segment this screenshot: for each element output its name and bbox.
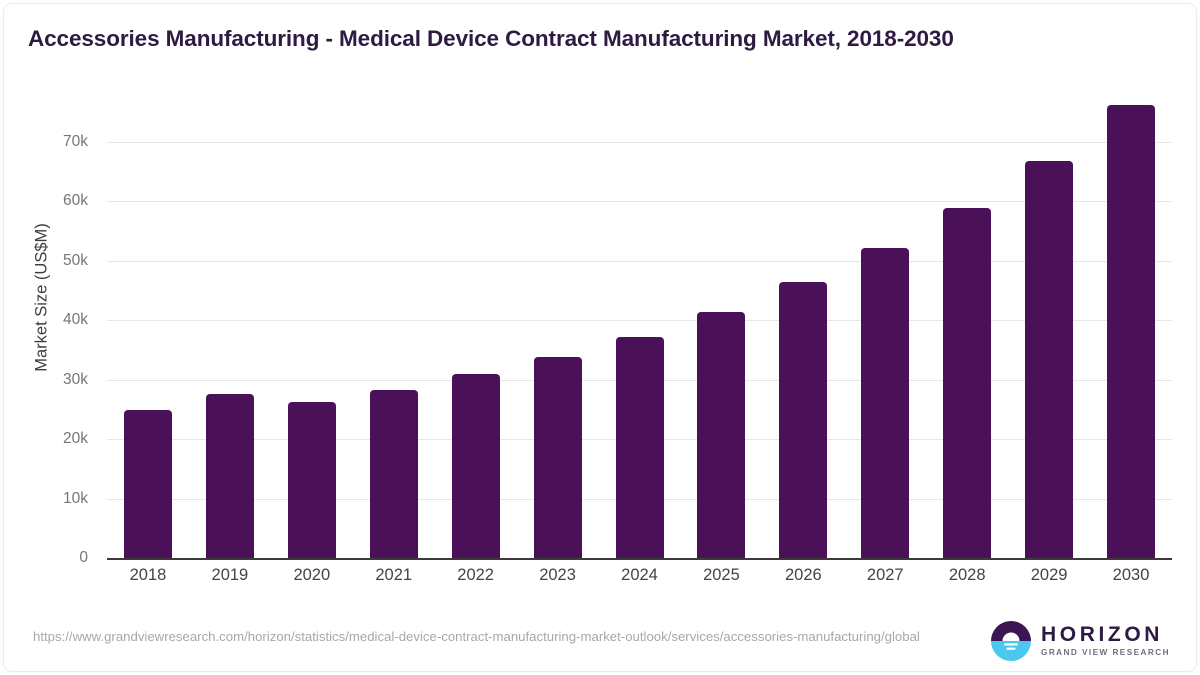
logo-wordmark: HORIZON <box>1041 623 1164 647</box>
gridline <box>107 141 1172 143</box>
y-axis-tick-label: 70k <box>63 132 88 150</box>
x-axis-tick-label-2021: 2021 <box>375 566 413 584</box>
source-url[interactable]: https://www.grandviewresearch.com/horizo… <box>33 629 920 644</box>
x-axis-tick-label-2023: 2023 <box>539 566 576 584</box>
x-axis-tick-label-2028: 2028 <box>948 566 986 584</box>
page-title: Accessories Manufacturing - Medical Devi… <box>28 26 954 51</box>
chart-canvas <box>3 3 1197 672</box>
bar-2020[interactable] <box>287 401 336 558</box>
horizon-logo: HORIZON GRAND VIEW RESEARCH <box>990 618 1170 664</box>
x-axis-tick-label-2026: 2026 <box>784 566 822 584</box>
y-axis-tick-label: 50k <box>63 251 88 269</box>
bar-2025[interactable] <box>697 311 746 558</box>
x-axis-line <box>107 558 1172 560</box>
gridline <box>107 320 1172 321</box>
y-axis-tick-label: 20k <box>63 430 88 447</box>
bar-2026[interactable] <box>779 281 828 558</box>
y-axis-tick-label: 30k <box>63 370 88 388</box>
x-axis-tick-label-2025: 2025 <box>703 566 740 584</box>
x-axis-tick-label-2019: 2019 <box>211 566 249 584</box>
horizon-sun-circle-icon <box>990 620 1032 662</box>
x-axis-tick-label-2020: 2020 <box>293 566 331 584</box>
y-axis-tick-label: 40k <box>63 311 88 328</box>
y-axis-tick-label: 0 <box>79 549 88 566</box>
logo-subtitle: GRAND VIEW RESEARCH <box>1041 648 1170 658</box>
x-axis-tick-label-2027: 2027 <box>866 566 904 584</box>
gridline <box>107 260 1172 262</box>
x-axis-tick-label-2024: 2024 <box>621 566 658 584</box>
gridline <box>107 201 1172 202</box>
bar-2019[interactable] <box>205 393 254 558</box>
y-axis-tick-label: 60k <box>63 192 88 209</box>
x-axis-tick-label-2022: 2022 <box>457 566 494 584</box>
bar-2029[interactable] <box>1025 161 1074 558</box>
bar-2030[interactable] <box>1107 105 1156 558</box>
bar-2023[interactable] <box>533 357 582 558</box>
x-axis-tick-label-2029: 2029 <box>1030 566 1068 584</box>
logo-text-block: HORIZON GRAND VIEW RESEARCH <box>1041 624 1170 657</box>
x-axis-tick-label-2018: 2018 <box>129 566 167 584</box>
bar-2022[interactable] <box>451 374 500 558</box>
bar-2021[interactable] <box>369 389 418 558</box>
y-axis-tick-label: 10k <box>63 489 88 507</box>
x-axis-tick-label-2030: 2030 <box>1112 566 1150 584</box>
bar-2028[interactable] <box>943 207 992 558</box>
bar-2018[interactable] <box>123 409 172 558</box>
bar-2027[interactable] <box>861 248 910 558</box>
bar-2024[interactable] <box>615 336 664 558</box>
